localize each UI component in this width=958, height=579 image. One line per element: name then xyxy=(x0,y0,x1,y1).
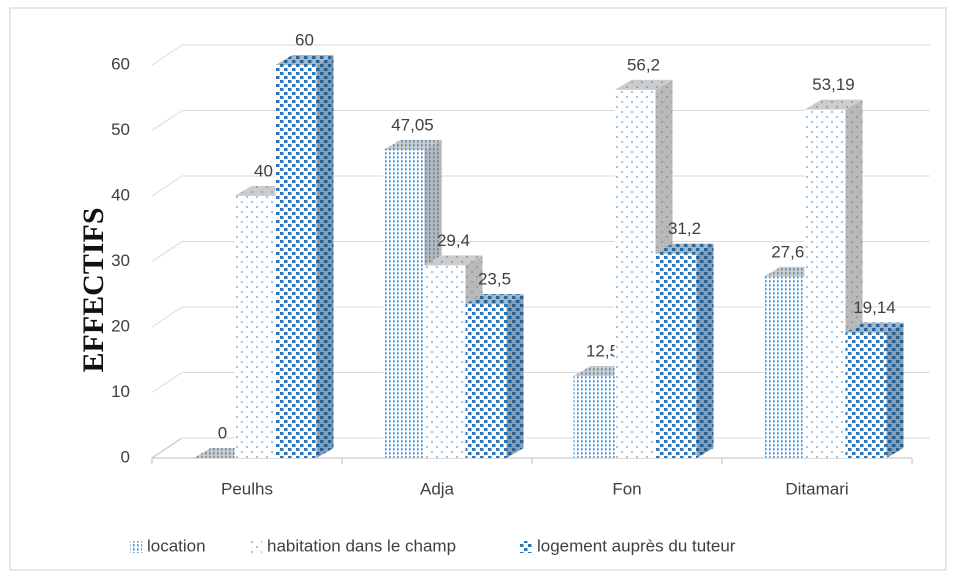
legend-swatch xyxy=(250,541,262,553)
bar-top xyxy=(614,79,673,90)
grid-diagonal xyxy=(151,241,183,262)
data-label: 0 xyxy=(218,423,227,442)
bar-top-shade xyxy=(275,55,334,65)
bar xyxy=(614,89,656,458)
x-tick-label: Adja xyxy=(420,479,455,498)
bar-top xyxy=(465,294,524,305)
bar-side-shade xyxy=(506,294,524,458)
grid-diagonal xyxy=(151,110,183,131)
data-label: 56,2 xyxy=(627,55,660,74)
y-axis-label: EFFECTIFS xyxy=(77,207,110,372)
bar-top-shade xyxy=(383,139,442,150)
bar xyxy=(763,276,805,458)
x-tick-label: Fon xyxy=(612,479,641,498)
bar-side-shade xyxy=(886,322,904,458)
bar xyxy=(383,149,425,458)
y-tick-label: 30 xyxy=(111,251,130,270)
bar xyxy=(424,265,466,458)
bar-top xyxy=(275,55,334,65)
data-label: 53,19 xyxy=(812,75,855,94)
data-label: 19,14 xyxy=(853,298,896,317)
bar-top xyxy=(655,243,714,254)
bar xyxy=(275,65,317,458)
y-tick-label: 60 xyxy=(111,54,130,73)
data-label: 23,5 xyxy=(478,270,511,289)
grid-diagonal xyxy=(151,44,183,66)
bar xyxy=(804,109,846,458)
y-tick-label: 20 xyxy=(111,316,130,335)
y-tick-label: 10 xyxy=(111,382,130,401)
data-label: 47,05 xyxy=(391,115,434,134)
bar-top-shade xyxy=(424,255,483,266)
bar-top-shade xyxy=(804,99,863,110)
bar-side-shade xyxy=(316,55,334,458)
data-label: 60 xyxy=(295,30,314,49)
legend-swatch xyxy=(520,541,532,553)
bar-top-shade xyxy=(655,243,714,254)
grid-diagonal xyxy=(151,306,183,328)
legend-label: logement auprès du tuteur xyxy=(537,536,736,555)
data-label: 12,5 xyxy=(586,342,619,361)
x-axis-back xyxy=(151,437,183,459)
data-label: 29,4 xyxy=(437,231,470,250)
data-label: 40 xyxy=(254,161,273,180)
legend-label: location xyxy=(147,536,206,555)
y-tick-label: 40 xyxy=(111,185,130,204)
bar xyxy=(655,253,697,458)
bar-top xyxy=(845,322,904,333)
bar xyxy=(465,304,507,458)
bar-top xyxy=(804,99,863,110)
legend-swatch xyxy=(130,541,142,553)
y-tick-label: 0 xyxy=(121,447,130,466)
bar-top xyxy=(424,255,483,266)
y-tick-label: 50 xyxy=(111,120,130,139)
bar xyxy=(234,196,276,458)
bar-top-shade xyxy=(614,79,673,90)
x-tick-label: Peulhs xyxy=(221,479,273,498)
legend-label: habitation dans le champ xyxy=(267,536,456,555)
bar-top xyxy=(383,139,442,150)
bar-top-shade xyxy=(845,322,904,333)
bar xyxy=(845,332,887,458)
bar xyxy=(573,376,615,458)
data-label: 31,2 xyxy=(668,219,701,238)
bar-side-shade xyxy=(696,243,714,458)
bar-top-shade xyxy=(465,294,524,305)
x-tick-label: Ditamari xyxy=(785,479,848,498)
grid-diagonal xyxy=(151,175,183,197)
data-label: 27,65 xyxy=(771,242,814,261)
grid-diagonal xyxy=(151,372,183,393)
